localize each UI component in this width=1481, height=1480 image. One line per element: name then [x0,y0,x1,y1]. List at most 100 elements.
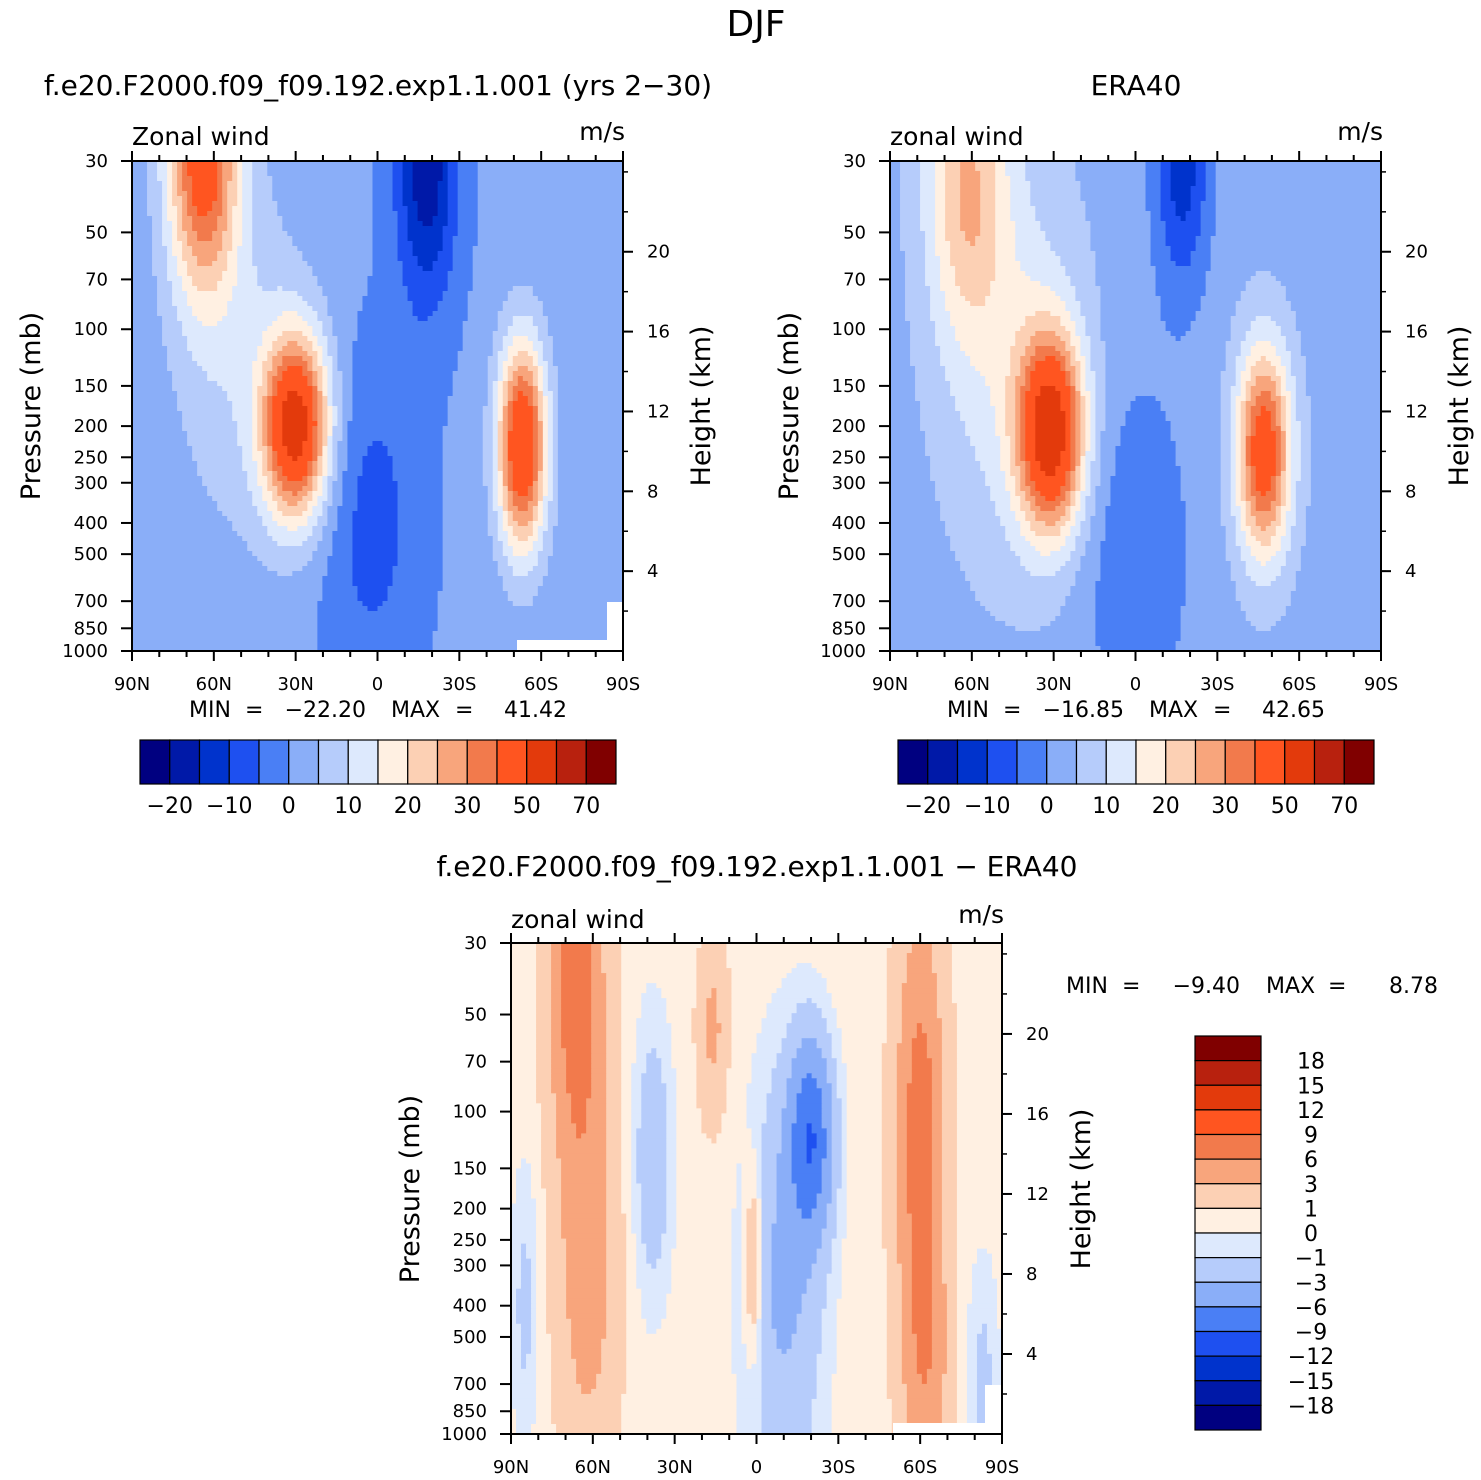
contour-cell [1285,526,1292,532]
contour-cell [910,321,936,327]
contour-cell [1030,196,1081,202]
contour-cell [1220,416,1232,422]
contour-cell [890,631,1097,637]
contour-cell [242,536,273,542]
contour-cell [307,336,318,342]
contour-cell [452,241,479,247]
contour-cell [836,1083,848,1089]
contour-cell [272,361,283,367]
contour-cell [1255,581,1272,587]
contour-cell [1275,416,1282,422]
contour-cell [517,396,529,402]
contour-cell [1285,471,1292,477]
contour-cell [935,211,946,217]
y-tick-label: 150 [832,376,866,397]
contour-cell [312,436,318,442]
contour-cell [925,236,936,242]
contour-cell [352,526,399,532]
contour-cell [1300,351,1381,357]
contour-cell [532,376,539,382]
x-tick-label: 0 [372,674,383,695]
contour-cell [931,1113,943,1119]
contour-cell [357,491,399,497]
contour-cell [1220,491,1232,497]
contour-cell [1065,601,1097,607]
contour-cell [636,1128,667,1134]
contour-cell [132,456,193,462]
contour-cell [1100,311,1162,317]
contour-cell [452,381,489,387]
contour-cell [896,1048,913,1054]
contour-cell [252,166,268,172]
contour-cell [252,381,263,387]
contour-cell [257,356,268,362]
contour-cell [1250,476,1257,482]
contour-cell [751,1078,773,1084]
contour-cell [960,171,981,177]
contour-cell [502,491,509,497]
contour-cell [517,391,524,397]
contour-cell [1085,396,1092,402]
contour-cell [272,451,278,457]
contour-cell [1305,521,1381,527]
contour-cell [1105,351,1227,357]
contour-cell [1060,451,1071,457]
contour-cell [791,1063,828,1069]
contour-cell [1215,216,1381,222]
contour-cell [621,1153,632,1160]
contour-cell [1290,546,1302,552]
contour-cell [1090,236,1152,242]
contour-cell [357,476,394,482]
contour-cell [387,596,439,602]
contour-cell [257,396,263,402]
contour-cell [442,541,494,547]
contour-cell [557,441,623,447]
contour-cell [1285,336,1302,342]
contour-cell [536,1078,552,1084]
contour-cell [312,416,318,422]
contour-cell [1240,606,1287,612]
contour-cell [547,471,554,477]
contour-cell [965,421,996,427]
contour-cell [1070,361,1081,367]
contour-cell [552,446,559,452]
contour-cell [272,181,374,187]
contour-cell [222,241,233,247]
contour-cell [1290,431,1302,437]
contour-cell [327,521,339,527]
contour-cell [1200,301,1237,307]
contour-cell [671,1043,697,1049]
contour-cell [890,366,916,372]
contour-cell [1015,421,1021,427]
contour-cell [237,261,253,267]
contour-cell [307,361,313,367]
contour-cell [1015,381,1026,387]
y2-tick-label: 4 [1405,561,1416,582]
contour-cell [132,321,163,327]
contour-cell [1240,381,1247,387]
contour-cell [342,421,349,427]
contour-cell [701,1118,723,1124]
contour-cell [177,236,188,242]
contour-cell [172,231,178,237]
contour-cell [502,521,509,527]
contour-cell [1045,496,1056,502]
contour-cell [337,441,349,447]
contour-cell [152,216,163,222]
contour-cell [507,366,519,372]
contour-cell [890,251,906,257]
contour-cell [407,226,444,232]
contour-cell [1080,526,1092,532]
contour-cell [532,431,539,437]
contour-cell [945,216,961,222]
contour-cell [731,1028,763,1034]
contour-cell [1250,406,1262,412]
contour-cell [492,546,504,552]
contour-cell [512,426,534,432]
contour-cell [537,366,544,372]
contour-cell [492,351,499,357]
contour-cell [1020,526,1031,532]
contour-cell [696,948,728,954]
contour-cell [227,251,238,257]
contour-cell [502,341,514,347]
